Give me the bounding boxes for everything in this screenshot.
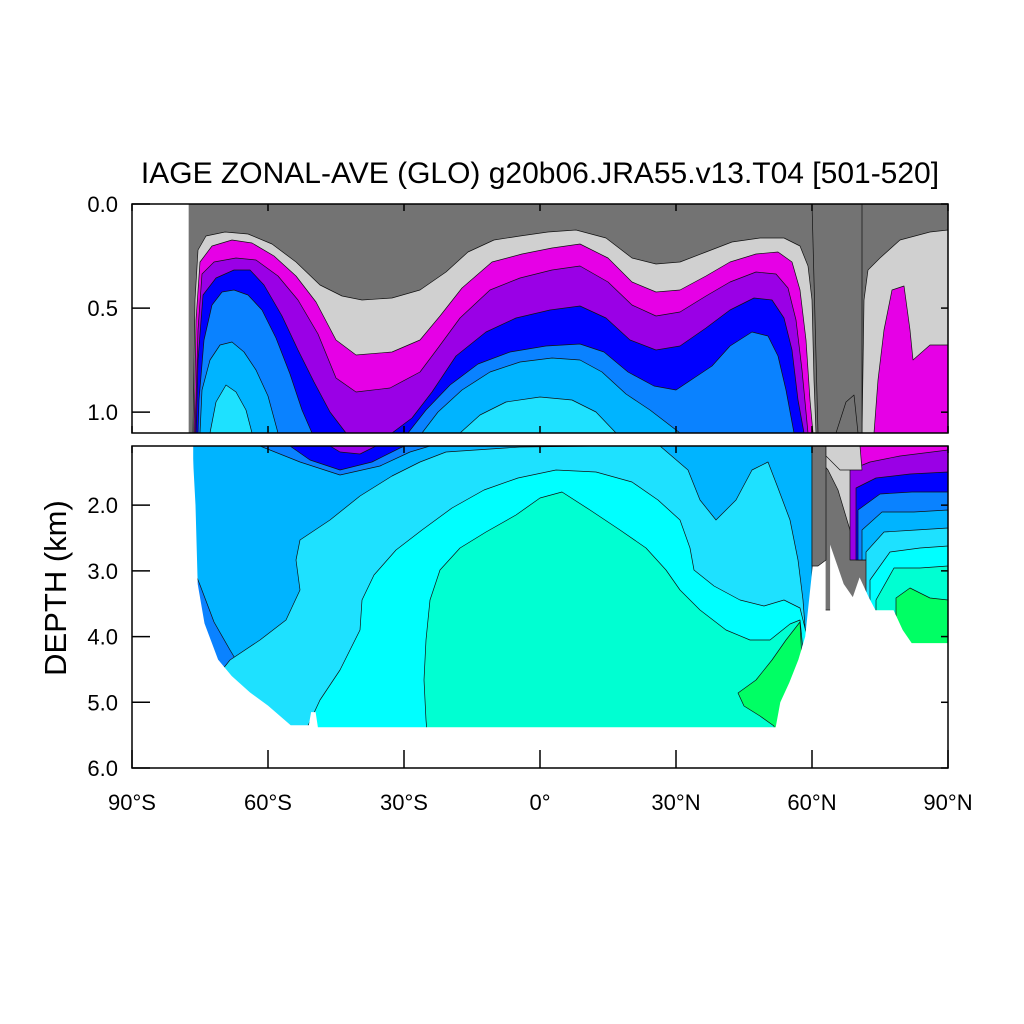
- x-tick-label-5: 60°N: [787, 790, 836, 815]
- seafloor-mask: [132, 446, 826, 768]
- arctic-seafloor-mask: [830, 544, 948, 768]
- y-tick-label-lower-1: 3.0: [87, 559, 118, 584]
- sill-region: [811, 446, 827, 567]
- x-tick-label-3: 0°: [529, 790, 550, 815]
- y-tick-label-upper-0: 0.0: [87, 192, 118, 217]
- upper-panel-field: [132, 204, 948, 433]
- y-tick-label-lower-0: 2.0: [87, 493, 118, 518]
- level-3-lower-region: [329, 446, 377, 455]
- level-5-region: [197, 289, 795, 433]
- axes: 90°S 60°S 30°S 0° 30°N 60°N 90°N 0.0 0.5 1.0 2.0 3.…: [87, 192, 972, 815]
- antarctic-land-lower: [132, 446, 194, 768]
- y-tick-label-lower-3: 5.0: [87, 690, 118, 715]
- x-tick-label-1: 60°S: [244, 790, 292, 815]
- chart-title: IAGE ZONAL-AVE (GLO) g20b06.JRA55.v13.T0…: [141, 157, 939, 190]
- y-axis-label: DEPTH (km): [38, 500, 73, 676]
- lower-panel-field: [132, 446, 948, 768]
- level-7-region: [209, 384, 253, 433]
- y-tick-label-upper-2: 1.0: [87, 400, 118, 425]
- level-4-lower-region: [289, 446, 406, 471]
- level-7-equatorial-region: [459, 396, 617, 433]
- level-9-lower-region: [423, 491, 807, 768]
- x-tick-label-6: 90°N: [923, 790, 972, 815]
- sill-level-1-region: [825, 446, 863, 471]
- x-tick-label-4: 30°N: [651, 790, 700, 815]
- y-tick-label-lower-2: 4.0: [87, 625, 118, 650]
- x-tick-label-2: 30°S: [380, 790, 428, 815]
- y-tick-label-lower-4: 6.0: [87, 756, 118, 781]
- x-tick-label-0: 90°S: [108, 790, 156, 815]
- arctic-level-2-region: [873, 285, 948, 433]
- y-tick-label-upper-1: 0.5: [87, 296, 118, 321]
- antarctic-land-upper: [132, 204, 189, 433]
- arctic-ridge-upper: [811, 204, 863, 433]
